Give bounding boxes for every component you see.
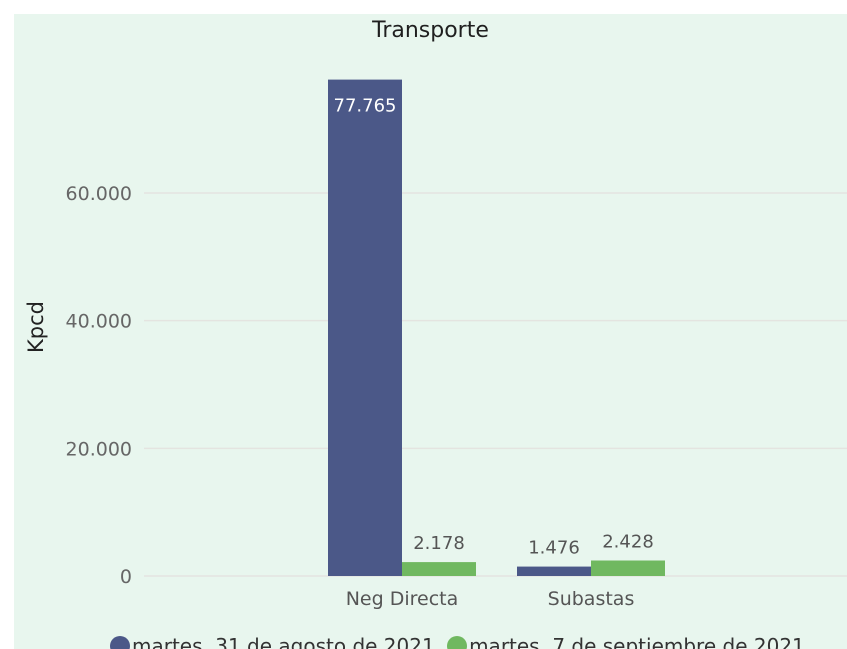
y-tick-label: 20.000 — [66, 438, 132, 460]
data-label: 2.428 — [602, 532, 654, 553]
legend-swatch-icon — [110, 636, 130, 649]
bar — [402, 562, 476, 576]
y-axis-title: Kpcd — [24, 301, 48, 353]
legend-item-series-2[interactable]: martes, 7 de septiembre de 2021 — [447, 634, 805, 649]
legend-item-series-1[interactable]: martes, 31 de agosto de 2021 — [110, 634, 435, 649]
legend-label: martes, 31 de agosto de 2021 — [132, 634, 435, 649]
y-tick-label: 0 — [120, 566, 132, 588]
bar — [517, 566, 591, 576]
legend-label: martes, 7 de septiembre de 2021 — [469, 634, 805, 649]
legend-swatch-icon — [447, 636, 468, 649]
bar — [591, 560, 665, 576]
data-label: 1.476 — [528, 538, 580, 559]
y-tick-label: 60.000 — [66, 183, 132, 205]
x-tick-label: Subastas — [548, 588, 635, 610]
chart-title: Transporte — [372, 18, 489, 43]
chart-plot: 0 20.000 40.000 60.000 Kpcd 77.765 1.476 2.178 2… — [24, 79, 847, 610]
data-label: 2.178 — [413, 533, 465, 554]
bar — [328, 79, 402, 576]
data-label: 77.765 — [334, 96, 397, 117]
x-tick-label: Neg Directa — [346, 588, 459, 610]
chart-panel: 0 20.000 40.000 60.000 Kpcd 77.765 1.476 2.178 2… — [14, 14, 847, 649]
y-tick-label: 40.000 — [66, 311, 132, 333]
legend[interactable]: martes, 31 de agosto de 2021 martes, 7 d… — [110, 634, 811, 649]
